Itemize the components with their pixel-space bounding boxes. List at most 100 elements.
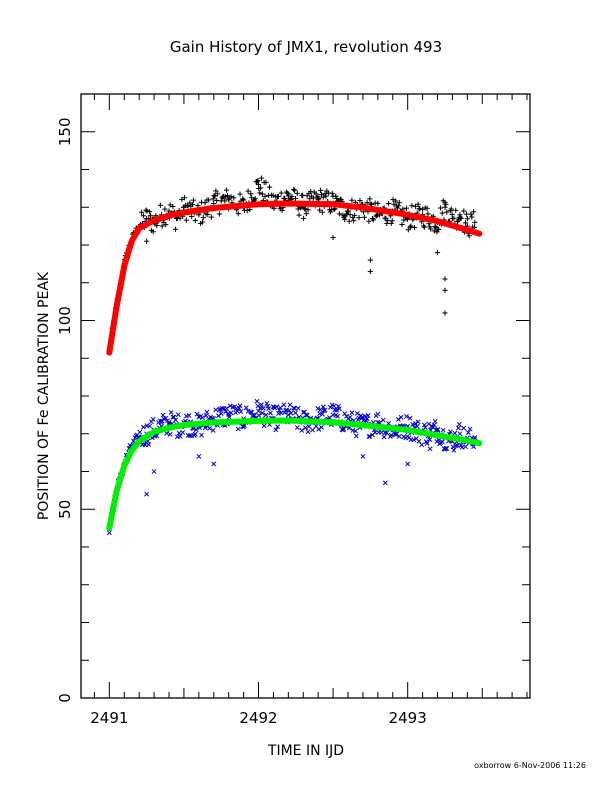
series-2-point: [164, 430, 170, 436]
series-1-outlier: [367, 268, 373, 275]
series-2-point: [295, 405, 301, 411]
series-1-point: [366, 218, 372, 224]
series-1-point: [216, 211, 223, 217]
series-1-point: [349, 197, 355, 203]
series-2-point: [259, 410, 265, 416]
series-2-point: [416, 438, 422, 444]
series-1-point: [318, 192, 325, 198]
series-1-point: [275, 193, 282, 200]
series-2-point: [366, 434, 372, 439]
series-1-point: [331, 206, 337, 213]
series-1-point: [144, 208, 150, 214]
series-2-point: [260, 405, 266, 411]
series-1-point: [162, 206, 168, 212]
series-1-point: [305, 207, 311, 213]
series-1-point: [361, 214, 368, 220]
series-2-point: [310, 427, 315, 433]
series-1-point: [199, 219, 206, 225]
series-1-point: [351, 218, 357, 224]
series-2-point: [463, 444, 468, 450]
series-2-point: [407, 415, 413, 421]
series-1-point: [436, 226, 442, 233]
series-2-point: [452, 430, 458, 436]
series-2-fit-curve: [106, 417, 483, 532]
series-2-point: [256, 412, 262, 418]
series-2-outlier: [382, 480, 388, 486]
axis-ticks: [81, 93, 530, 699]
series-2-point: [341, 426, 347, 432]
series-2-point: [411, 437, 417, 443]
series-2-point: [294, 425, 300, 430]
series-2-point: [175, 412, 181, 418]
series-2-point: [224, 405, 230, 411]
series-2-point: [177, 433, 183, 439]
series-1-point: [442, 204, 448, 210]
series-1-point: [278, 190, 284, 196]
series-2-point: [237, 403, 243, 409]
series-1-point: [258, 185, 264, 191]
series-1-point: [257, 190, 263, 196]
series-1-point: [443, 201, 449, 207]
series-2-point: [354, 410, 360, 416]
series-1-point: [322, 191, 328, 197]
series-1-outlier: [442, 310, 448, 316]
series-2-point: [193, 427, 199, 433]
series-2-outlier: [427, 446, 433, 452]
series-1-point: [385, 200, 392, 207]
series-2-point: [319, 411, 325, 417]
series-1-point: [463, 211, 470, 217]
series-2-point: [382, 430, 388, 436]
series-2-point: [381, 434, 387, 440]
series-1-point: [167, 202, 173, 208]
series-1-point: [300, 192, 306, 198]
series-2-point: [319, 424, 324, 430]
series-2-point: [455, 425, 461, 431]
series-2-point: [304, 412, 310, 418]
series-1-point: [319, 209, 325, 215]
series-1-point: [224, 193, 231, 199]
y-tick-label: 0: [56, 693, 74, 703]
series-1-point: [396, 200, 402, 206]
series-2-point: [320, 404, 326, 410]
series-1-point: [439, 210, 445, 216]
series-2-point: [288, 410, 294, 416]
series-2-point: [465, 430, 471, 435]
series-2-point: [150, 416, 156, 422]
series-1-point: [449, 215, 456, 222]
series-1-fit-curve: [106, 200, 483, 356]
series-1-point: [244, 208, 250, 214]
series-1-point: [140, 213, 146, 219]
series-1-point: [223, 187, 230, 193]
series-1-point: [323, 193, 329, 199]
series-2-point: [388, 432, 394, 438]
series-1-point: [428, 226, 434, 232]
series-1-point: [226, 197, 232, 203]
series-1-point: [147, 213, 154, 219]
series-2-point: [467, 426, 473, 432]
series-2-outlier: [196, 453, 202, 459]
series-2-point: [281, 402, 287, 408]
series-1-point: [347, 212, 353, 218]
series-2-point: [259, 402, 264, 408]
series-2-point: [450, 444, 456, 450]
series-1-point: [240, 197, 247, 203]
series-1-point: [202, 200, 208, 206]
series-2-point: [263, 412, 269, 418]
series-2-point: [364, 416, 370, 422]
series-1-point: [159, 223, 165, 229]
series-2-point: [173, 417, 179, 423]
series-2-point: [171, 414, 177, 420]
series-2-point: [327, 415, 332, 421]
series-2-point: [315, 406, 321, 411]
series-1-outlier: [442, 276, 448, 282]
series-1-point: [300, 215, 307, 222]
series-1-point: [143, 207, 149, 213]
series-2-point: [396, 433, 402, 439]
series-2-point: [413, 420, 418, 426]
series-1-point: [189, 201, 196, 208]
series-2-point: [186, 413, 192, 418]
series-2-point: [227, 403, 233, 409]
series-1-point: [289, 193, 295, 200]
series-2-point: [410, 422, 416, 427]
series-1-point: [172, 226, 179, 232]
